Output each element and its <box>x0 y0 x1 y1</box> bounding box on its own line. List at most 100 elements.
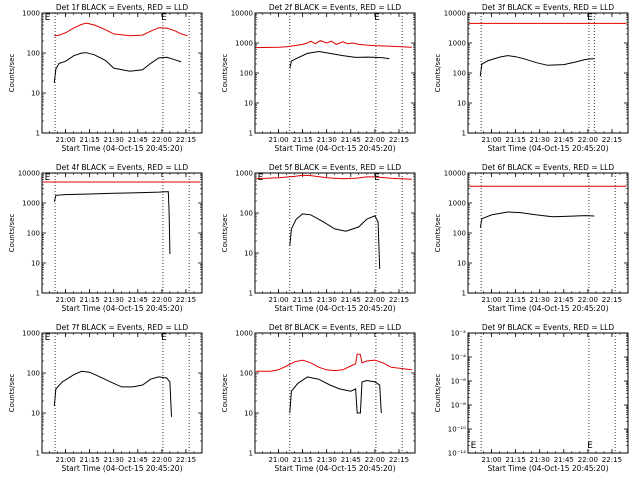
series-line-events <box>479 211 595 228</box>
y-tick-label: 10 <box>31 260 40 268</box>
x-tick-label: 21:45 <box>341 296 361 304</box>
y-tick-label: 100 <box>240 370 253 378</box>
series-line-lld <box>256 40 412 49</box>
x-tick-label: 21:00 <box>268 136 288 144</box>
chart-title: Det 5f BLACK = Events, RED = LLD <box>269 163 402 172</box>
y-tick-label: 100 <box>453 230 466 238</box>
x-tick-label: 21:15 <box>293 456 313 464</box>
x-tick-label: 22:15 <box>389 456 409 464</box>
x-tick-label: 21:15 <box>506 296 526 304</box>
y-tick-label: 1 <box>36 130 40 138</box>
x-tick-label: 22:15 <box>602 296 622 304</box>
series-line-events <box>289 213 381 269</box>
x-tick-label: 21:00 <box>55 136 75 144</box>
y-axis-label: Counts/sec <box>221 374 229 413</box>
y-tick-label: 1 <box>462 290 466 298</box>
x-tick-label: 21:00 <box>481 456 501 464</box>
y-axis-label: Counts/sec <box>434 214 442 253</box>
x-tick-label: 21:15 <box>506 136 526 144</box>
y-tick-label: 1 <box>36 290 40 298</box>
series-line-lld <box>256 174 412 180</box>
y-tick-label: 10 <box>244 410 253 418</box>
x-axis-label: Start Time (04-Oct-15 20:45:20) <box>487 144 608 153</box>
x-tick-label: 21:45 <box>341 456 361 464</box>
x-tick-label: 22:15 <box>602 456 622 464</box>
chart-title: Det 7f BLACK = Events, RED = LLD <box>56 323 189 332</box>
x-tick-label: 22:00 <box>365 136 385 144</box>
y-tick-label: 10⁻² <box>451 330 467 338</box>
x-tick-label: 21:00 <box>481 136 501 144</box>
marker-label: E <box>45 173 51 183</box>
marker-label: E <box>45 13 51 23</box>
y-tick-label: 1000 <box>235 330 253 338</box>
panel-2: Det 2f BLACK = Events, RED = LLD 1 10 100 10… <box>221 3 416 153</box>
series-line-events <box>289 376 382 414</box>
panel-8: Det 8f BLACK = Events, RED = LLD 1 10 100 10… <box>221 323 416 473</box>
y-axis-label: Counts/sec <box>8 54 16 93</box>
y-tick-label: 1000 <box>22 330 40 338</box>
chart-title: Det 8f BLACK = Events, RED = LLD <box>269 323 402 332</box>
panel-9: Det 9f BLACK = Events, RED = LLD 10⁻¹² 10⁻… <box>434 323 629 473</box>
panel-4: Det 4f BLACK = Events, RED = LLD 1 10 100 10… <box>8 163 203 313</box>
x-tick-label: 22:00 <box>152 136 172 144</box>
x-tick-label: 22:15 <box>602 136 622 144</box>
series-line-events <box>53 52 182 83</box>
x-tick-label: 21:00 <box>268 456 288 464</box>
x-tick-label: 21:30 <box>530 456 550 464</box>
panel-1: Det 1f BLACK = Events, RED = LLD 1 10 100 10… <box>8 3 203 153</box>
y-tick-label: 100 <box>27 50 40 58</box>
x-tick-label: 21:45 <box>128 456 148 464</box>
x-tick-label: 21:30 <box>104 456 124 464</box>
x-axis-label: Start Time (04-Oct-15 20:45:20) <box>61 304 182 313</box>
x-axis-label: Start Time (04-Oct-15 20:45:20) <box>274 464 395 473</box>
series-line-events <box>53 191 171 255</box>
series-line-events <box>289 50 390 69</box>
y-tick-label: 10000 <box>231 10 253 18</box>
y-tick-label: 100 <box>453 70 466 78</box>
y-tick-label: 10 <box>244 250 253 258</box>
y-tick-label: 10 <box>457 100 466 108</box>
y-axis-label: Counts/sec <box>8 214 16 253</box>
y-tick-label: 1000 <box>448 200 466 208</box>
y-tick-label: 1000 <box>22 10 40 18</box>
x-tick-label: 22:00 <box>578 136 598 144</box>
x-tick-label: 22:00 <box>578 296 598 304</box>
series-line-events <box>53 370 172 417</box>
y-axis-label: Counts/sec <box>434 54 442 93</box>
marker-label: E <box>587 13 593 23</box>
x-tick-label: 21:30 <box>530 296 550 304</box>
x-tick-label: 21:45 <box>554 136 574 144</box>
y-tick-label: 100 <box>240 70 253 78</box>
x-tick-label: 22:15 <box>176 296 196 304</box>
y-axis-label: Counts/sec <box>221 214 229 253</box>
chart-title: Det 6f BLACK = Events, RED = LLD <box>482 163 615 172</box>
y-tick-label: 1000 <box>448 40 466 48</box>
x-tick-label: 21:15 <box>293 136 313 144</box>
x-tick-label: 22:00 <box>365 296 385 304</box>
chart-title: Det 1f BLACK = Events, RED = LLD <box>56 3 189 12</box>
x-axis-label: Start Time (04-Oct-15 20:45:20) <box>274 144 395 153</box>
x-tick-label: 21:30 <box>317 296 337 304</box>
y-axis-label: Counts/sec <box>221 54 229 93</box>
y-tick-label: 10000 <box>444 170 466 178</box>
series-line-lld <box>54 22 188 37</box>
panel-3: Det 3f BLACK = Events, RED = LLD 1 10 100 10… <box>434 3 629 153</box>
x-tick-label: 21:30 <box>104 296 124 304</box>
y-tick-label: 1 <box>249 290 253 298</box>
y-tick-label: 1000 <box>22 200 40 208</box>
x-tick-label: 22:15 <box>389 136 409 144</box>
x-tick-label: 21:30 <box>104 136 124 144</box>
y-tick-label: 10 <box>31 90 40 98</box>
y-tick-label: 10 <box>31 410 40 418</box>
y-tick-label: 10⁻¹² <box>448 450 466 458</box>
marker-label: E <box>374 173 380 183</box>
series-line-lld <box>256 353 412 372</box>
y-tick-label: 1000 <box>235 170 253 178</box>
y-tick-label: 10000 <box>444 10 466 18</box>
marker-label: E <box>258 173 264 183</box>
x-tick-label: 21:00 <box>481 296 501 304</box>
y-tick-label: 1 <box>462 130 466 138</box>
y-tick-label: 10⁻⁶ <box>451 378 467 386</box>
panel-7: Det 7f BLACK = Events, RED = LLD 1 10 100 10… <box>8 323 203 473</box>
